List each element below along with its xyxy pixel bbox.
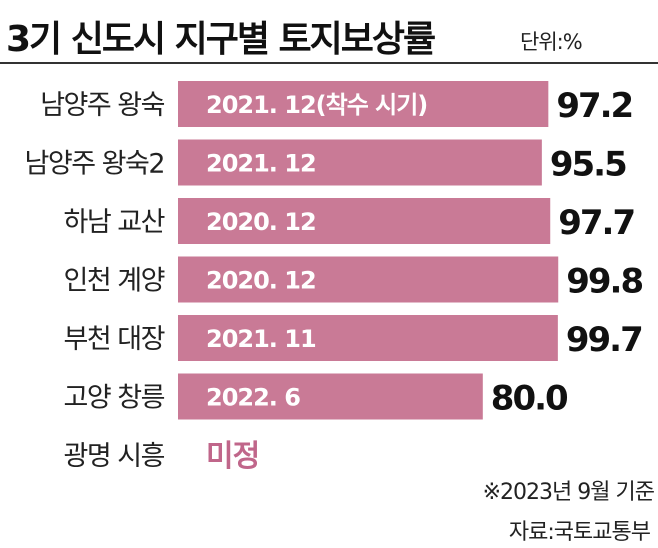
value-label: 97.7	[558, 203, 634, 243]
category-label: 남양주 왕숙	[40, 90, 164, 121]
title-row: 3기 신도시 지구별 토지보상률 단위:%	[6, 8, 652, 60]
title-rule	[0, 62, 658, 64]
date-note: ※2023년 9월 기준	[482, 480, 655, 505]
category-label: 하남 교산	[64, 207, 165, 238]
category-label: 인천 계양	[64, 266, 165, 297]
source-note: 자료:국토교통부	[508, 520, 651, 545]
value-label: 97.2	[556, 86, 632, 126]
category-label: 남양주 왕숙2	[25, 149, 164, 180]
bar-date-label: 2020. 12	[206, 208, 316, 236]
bar-row: 부천 대장 2021. 11 99.7	[64, 315, 644, 361]
chart-title: 3기 신도시 지구별 토지보상률	[6, 19, 436, 60]
value-label: 95.5	[550, 145, 626, 185]
bar-chart: 남양주 왕숙 2021. 12(착수 시기) 97.2 남양주 왕숙2 2021. 12…	[25, 81, 644, 474]
value-label: 99.8	[566, 262, 642, 302]
bar	[178, 198, 551, 244]
bar-date-label: 2021. 12	[206, 150, 316, 178]
bar-date-label: 2021. 11	[206, 325, 316, 353]
bar	[178, 315, 558, 361]
bar-row: 남양주 왕숙 2021. 12(착수 시기) 97.2	[40, 81, 634, 127]
bar	[178, 256, 559, 303]
bar	[178, 139, 542, 186]
bar-date-label: 2020. 12	[206, 267, 316, 295]
category-label: 고양 창릉	[64, 383, 165, 414]
category-label: 광명 시흥	[64, 441, 165, 472]
value-label: 80.0	[491, 379, 568, 419]
bar-row: 고양 창릉 2022. 6 80.0	[64, 373, 570, 420]
bar-date-label: 2021. 12(착수 시기)	[206, 91, 427, 119]
bar-date-label: 2022. 6	[206, 384, 300, 412]
pending-label: 미정	[206, 439, 259, 474]
bar-row: 인천 계양 2020. 12 99.8	[64, 256, 644, 303]
bar-row: 하남 교산 2020. 12 97.7	[64, 198, 636, 244]
bar	[178, 373, 483, 420]
bar-row: 남양주 왕숙2 2021. 12 95.5	[25, 139, 628, 186]
category-label: 부천 대장	[64, 324, 165, 355]
unit-label: 단위:%	[520, 30, 583, 54]
value-label: 99.7	[566, 320, 642, 360]
bar	[178, 81, 549, 127]
bar-row: 광명 시흥 미정	[64, 439, 261, 474]
